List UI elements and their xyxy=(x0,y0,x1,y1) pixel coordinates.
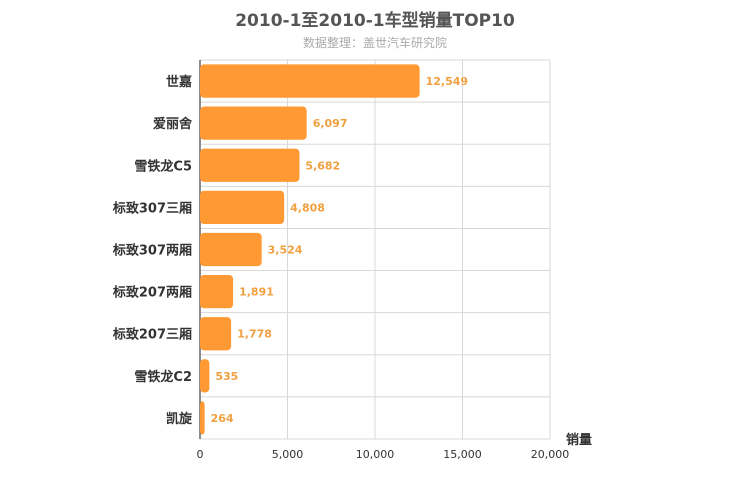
data-label: 12,549 xyxy=(426,75,468,88)
category-label: 标致207两厢 xyxy=(112,285,192,301)
x-tick-label: 10,000 xyxy=(356,448,395,461)
category-label: 爱丽舍 xyxy=(153,116,193,132)
category-label: 标致307两厢 xyxy=(112,243,192,259)
data-label: 5,682 xyxy=(305,159,340,172)
bar xyxy=(200,106,307,140)
x-tick-label: 0 xyxy=(197,448,204,461)
data-label: 4,808 xyxy=(290,201,325,214)
chart-subtitle: 数据整理：盖世汽车研究院 xyxy=(302,36,447,50)
category-label: 标致207三厢 xyxy=(112,327,192,343)
bar xyxy=(200,148,300,182)
category-label: 世嘉 xyxy=(166,74,192,90)
bar xyxy=(200,401,205,435)
bar xyxy=(200,317,232,351)
bar xyxy=(200,232,262,267)
x-tick-label: 15,000 xyxy=(443,448,482,461)
category-label: 凯旋 xyxy=(166,411,193,427)
data-label: 1,891 xyxy=(239,286,274,299)
data-label: 535 xyxy=(215,370,238,383)
data-label: 3,524 xyxy=(268,244,303,257)
bar xyxy=(200,359,210,393)
x-tick-label: 20,000 xyxy=(531,448,570,461)
bar xyxy=(200,64,420,98)
data-label: 1,778 xyxy=(237,328,272,341)
bar xyxy=(200,190,285,225)
data-label: 264 xyxy=(211,412,234,425)
x-axis-title: 销量 xyxy=(566,432,592,448)
category-label: 雪铁龙C5 xyxy=(134,158,192,174)
bar xyxy=(200,274,234,309)
category-label: 雪铁龙C2 xyxy=(134,369,192,385)
chart-title: 2010-1至2010-1车型销量TOP10 xyxy=(235,11,515,31)
x-tick-label: 5,000 xyxy=(272,448,304,461)
category-label: 标致307三厢 xyxy=(112,200,192,216)
data-label: 6,097 xyxy=(313,117,348,130)
